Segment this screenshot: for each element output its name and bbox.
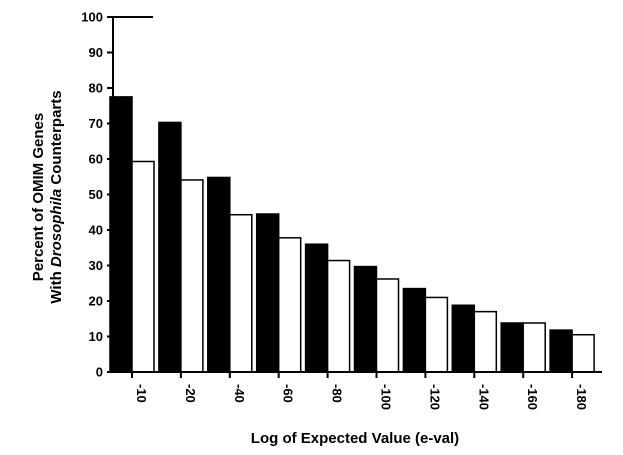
- x-axis-title: Log of Expected Value (e-val): [251, 430, 459, 447]
- x-tick-label: -160: [525, 384, 540, 410]
- y-tick-label: 80: [89, 81, 103, 96]
- bars-group: [109, 96, 595, 373]
- bar-white: [571, 333, 595, 373]
- x-tick-label: -60: [281, 384, 296, 403]
- bar-black: [353, 265, 378, 373]
- x-tick-label: -40: [232, 384, 247, 403]
- x-axis-ticks: -10 -20 -40 -60 -80 -100 -120 -140 -160 -180: [131, 372, 589, 410]
- y-axis-title-line2: With Drosophila Counterparts: [48, 90, 65, 303]
- bar-black: [500, 322, 524, 373]
- y-axis-ticks: 0 10 20 30 40 50 60 70 80 90 100: [81, 10, 113, 380]
- y-tick-label: 50: [89, 187, 103, 202]
- bar-black: [255, 213, 280, 373]
- bar-black: [304, 243, 329, 373]
- y-axis-title-line1: Percent of OMIM Genes: [30, 113, 47, 281]
- bar-black: [207, 176, 231, 373]
- x-tick-label: -10: [134, 384, 149, 403]
- y-axis-title-prefix: With: [48, 267, 65, 304]
- x-tick-label: -140: [476, 384, 491, 410]
- y-tick-label: 70: [89, 116, 103, 131]
- x-tick-label: -180: [574, 384, 589, 410]
- y-axis-title-italic: Drosophila: [48, 189, 65, 267]
- y-tick-label: 100: [81, 10, 103, 25]
- y-tick-label: 20: [89, 294, 103, 309]
- bar-white: [522, 322, 546, 373]
- y-tick-label: 30: [89, 258, 103, 273]
- bar-white: [180, 179, 204, 373]
- bar-white: [277, 237, 302, 373]
- x-tick-label: -20: [183, 384, 198, 403]
- bar-black: [451, 304, 476, 373]
- bar-white: [326, 259, 351, 373]
- bar-white: [424, 296, 449, 373]
- x-tick-label: -80: [330, 384, 345, 403]
- x-tick-label: -120: [427, 384, 442, 410]
- y-axis-title-suffix: Counterparts: [48, 90, 65, 188]
- y-tick-label: 60: [89, 152, 103, 167]
- y-tick-label: 90: [89, 45, 103, 60]
- bar-black: [158, 121, 182, 373]
- bar-black: [549, 329, 573, 373]
- bar-black: [402, 287, 427, 373]
- bar-white: [473, 310, 498, 373]
- y-tick-label: 0: [96, 365, 103, 380]
- y-tick-label: 10: [89, 329, 103, 344]
- x-tick-label: -100: [379, 384, 394, 410]
- bar-white: [131, 160, 155, 373]
- bar-white: [375, 278, 400, 373]
- bar-white: [229, 213, 253, 373]
- y-tick-label: 40: [89, 223, 103, 238]
